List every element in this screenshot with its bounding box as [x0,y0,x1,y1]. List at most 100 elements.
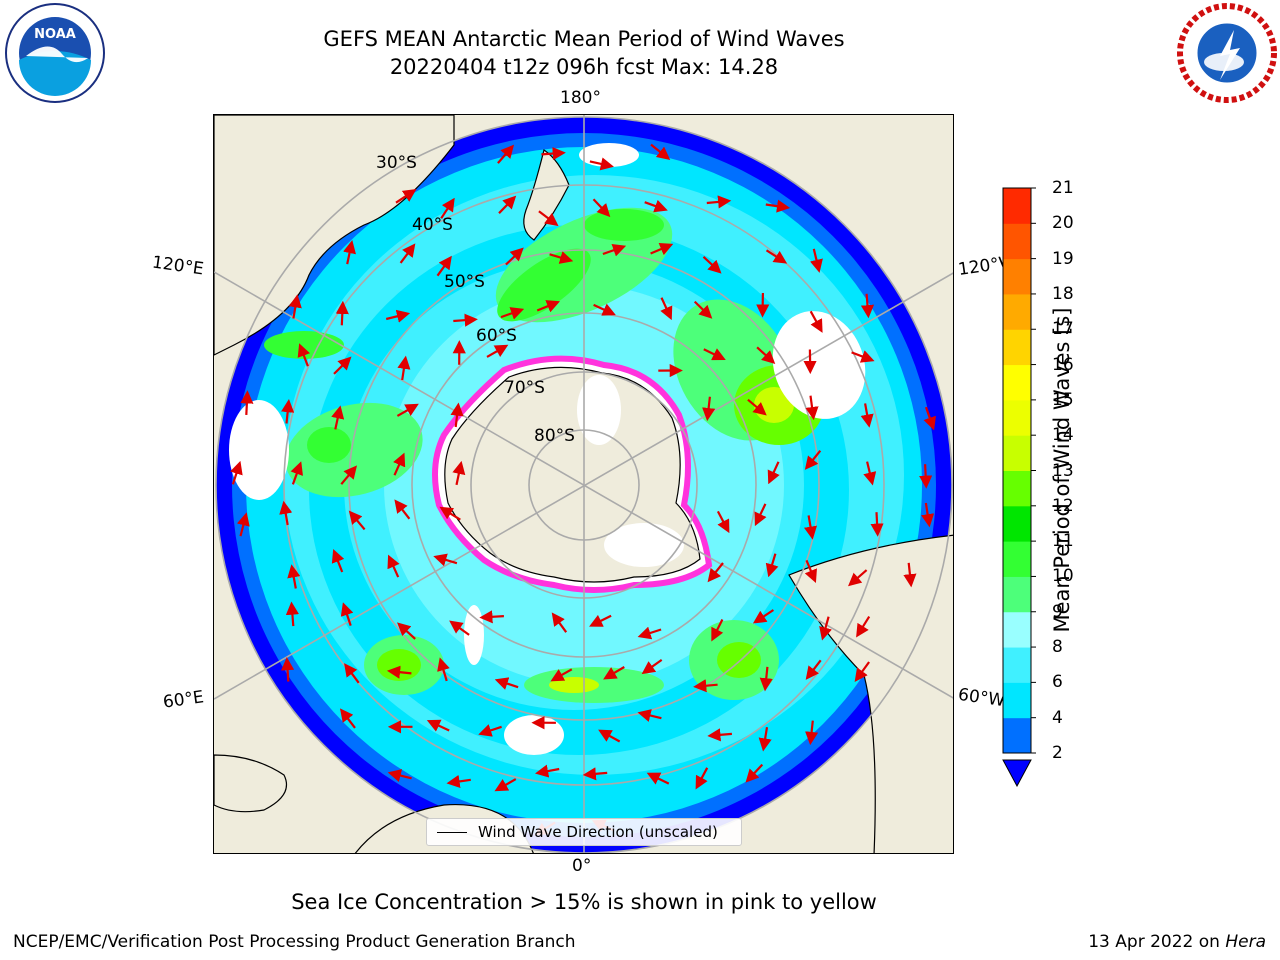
wind-wave-arrow [756,346,776,364]
wind-wave-arrow [860,403,874,428]
wind-wave-arrow [494,778,517,792]
lat-label-80s: 80°S [534,426,575,446]
wind-wave-arrow [538,210,559,227]
wind-wave-arrow [440,197,455,219]
wind-wave-arrow [863,461,877,486]
lat-label-70s: 70°S [504,378,545,398]
wind-wave-arrow [297,343,311,367]
colorbar-tick-label: 21 [1052,178,1074,198]
sea-ice-note: Sea Ice Concentration > 15% is shown in … [291,890,877,914]
chart-title: GEFS MEAN Antarctic Mean Period of Wind … [323,27,845,51]
wind-wave-arrow [646,772,670,785]
colorbar-tick-label: 15 [1052,389,1074,410]
wind-wave-arrow [711,619,724,642]
wind-wave-arrow [810,248,823,273]
colorbar-band [1003,435,1031,471]
noaa-logo-text: NOAA [34,27,76,42]
wind-wave-arrow [702,396,716,422]
wind-wave-arrow [745,763,764,783]
wind-wave-arrow [856,616,871,638]
colorbar-tick-label: 14 [1052,425,1074,446]
wind-wave-arrow [290,461,303,485]
wind-wave-arrow [279,500,293,526]
wind-wave-arrow [707,728,732,742]
wind-wave-arrow [505,247,524,266]
wind-wave-arrow [637,709,662,722]
wind-wave-arrow [486,344,509,358]
wind-wave-arrow [747,398,767,416]
polar-map: 30°S 40°S 50°S 60°S 70°S 80°S [213,114,954,854]
lon-label-180: 180° [560,88,601,108]
wind-wave-arrow [230,460,243,485]
colorbar-band [1003,470,1031,507]
wind-wave-arrow [535,764,560,778]
colorbar-tick-label: 6 [1052,672,1063,693]
colorbar-tick-label: 20 [1052,213,1074,234]
colorbar-band [1003,293,1031,330]
wind-wave-arrow [281,657,295,682]
wind-wave-arrow [598,729,621,743]
colorbar-tick-label: 4 [1052,707,1063,728]
wind-wave-arrow [765,199,791,213]
wind-wave-arrow [602,243,627,257]
colorbar-tick-label: 18 [1052,283,1074,304]
wind-wave-arrow [340,602,354,626]
ice-shelf-weddell [604,523,684,567]
wind-wave-arrow [393,452,406,476]
wind-wave-arrow [706,195,732,209]
wind-wave-arrow [452,460,466,486]
wind-wave-arrow [397,355,411,381]
colorbar-band [1003,576,1031,613]
wind-wave-arrow [693,679,718,693]
wind-wave-arrow [395,189,417,204]
wind-wave-arrow [453,313,478,327]
wind-wave-arrow [426,719,450,732]
wind-wave-arrow [399,243,416,264]
colorbar-label: Mean Period of Wind Waves [s] [1050,307,1074,633]
colorbar [1002,187,1036,787]
legend-label: Wind Wave Direction (unscaled) [478,823,718,841]
wind-wave-arrow [437,657,450,682]
wind-wave-arrow [848,569,868,587]
wind-wave-arrow [439,506,461,521]
wind-wave-arrow [644,199,668,213]
wind-wave-arrow [541,146,566,161]
wind-wave-arrow [333,356,352,375]
lat-label-30s: 30°S [376,153,417,173]
wind-wave-arrow [340,465,358,485]
wind-wave-arrow [386,665,412,679]
wind-wave-arrow [240,390,254,415]
land-madagascar [214,754,288,813]
wind-wave-arrow [479,610,504,624]
wind-wave-arrow [805,395,819,421]
lat-label-60s: 60°S [476,326,517,346]
wind-wave-arrow [592,198,611,218]
wind-wave-arrow [285,601,299,627]
wind-wave-arrow [650,143,671,161]
colorbar-band [1003,399,1031,436]
wind-wave-arrow [335,300,349,326]
wind-wave-arrow [433,553,458,567]
wind-wave-arrow [860,293,875,319]
footer-machine: Hera [1225,932,1266,952]
wind-wave-arrow [693,300,713,319]
colorbar-band [1003,505,1031,542]
wind-wave-arrow [387,554,400,578]
colorbar-tick-label: 19 [1052,248,1074,269]
colorbar-band [1003,188,1031,224]
wind-wave-arrow [759,666,773,692]
wind-wave-arrow [804,450,822,470]
lon-label-0: 0° [572,856,592,876]
wind-wave-arrow [805,720,819,746]
wind-wave-arrow [536,300,561,313]
footer-branch: NCEP/EMC/Verification Post Processing Pr… [13,932,576,952]
colorbar-tick-label: 11 [1052,531,1074,552]
wind-wave-arrow [331,549,345,573]
wind-wave-arrow [767,461,780,485]
ice-shelf-ross [577,375,621,445]
lon-label-120e: 120°E [150,252,205,280]
colorbar-band [1003,541,1031,577]
wind-wave-arrow [446,774,471,788]
wind-wave-arrow [387,769,412,782]
graticule [214,115,953,853]
